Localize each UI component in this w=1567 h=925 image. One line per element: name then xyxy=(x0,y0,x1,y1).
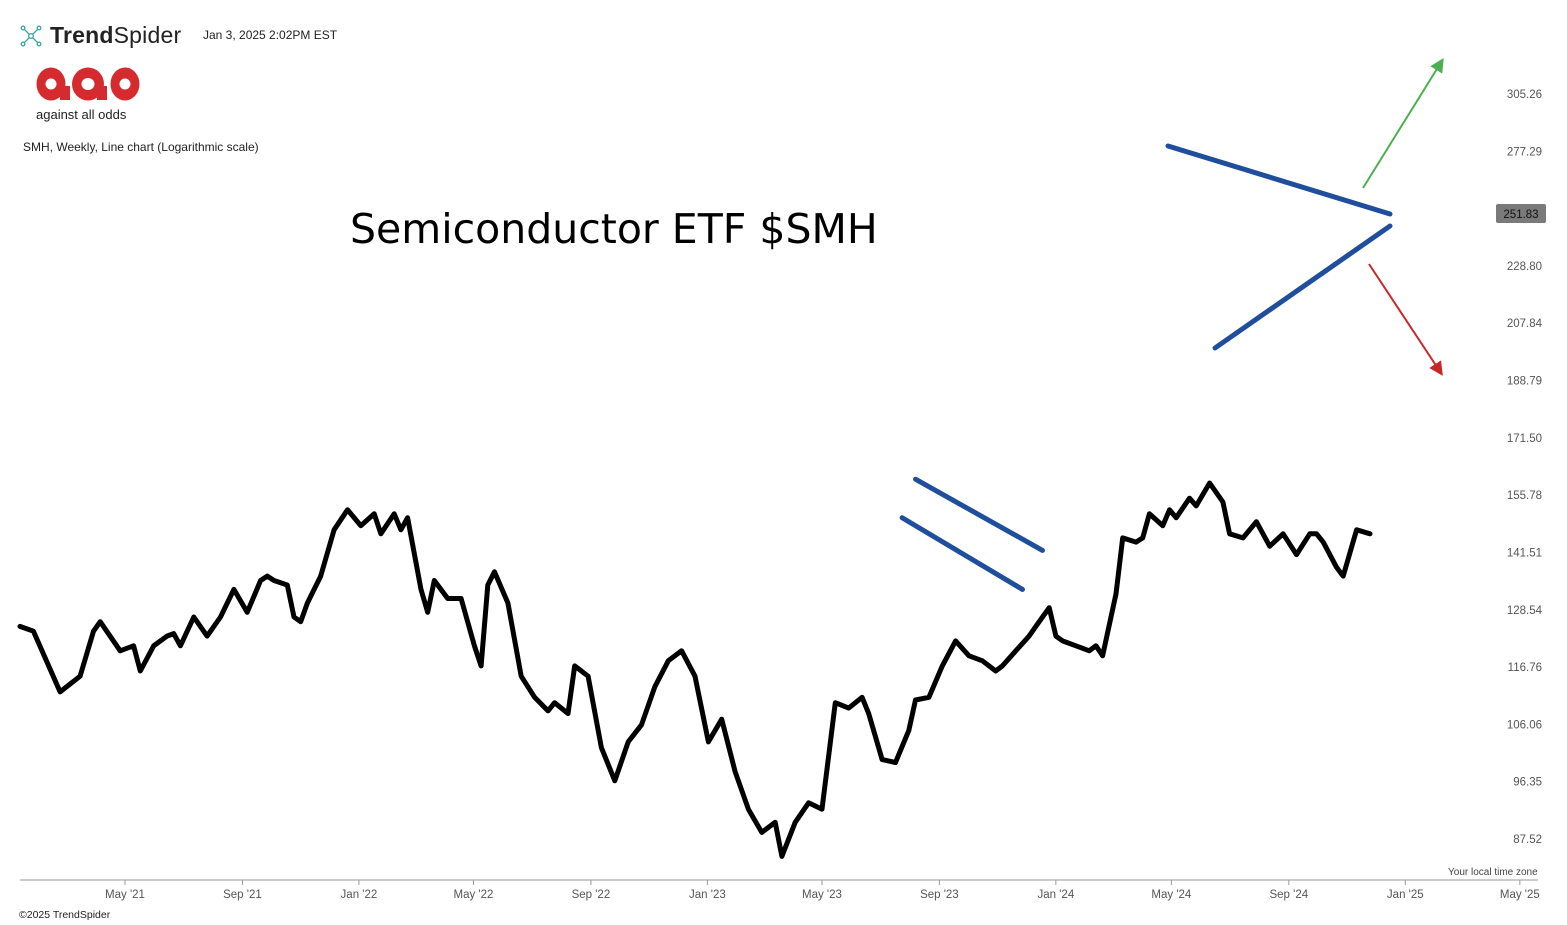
logo-text: against all odds xyxy=(36,107,127,122)
x-tick-label: Sep '22 xyxy=(572,889,611,901)
triangle-upper-trendline xyxy=(1165,143,1393,217)
y-tick-label: 116.76 xyxy=(1508,662,1542,674)
price-series-line xyxy=(17,480,1373,859)
trendspider-brand: TrendSpider xyxy=(18,22,181,49)
triangle-lower-trendline xyxy=(1212,223,1393,351)
breakdown-down-arrow xyxy=(1368,263,1443,376)
x-tick-label: Sep '23 xyxy=(920,889,959,901)
chart-title: Semiconductor ETF $SMH xyxy=(350,205,878,253)
breakout-up-arrow xyxy=(1362,58,1444,189)
x-tick-label: Sep '21 xyxy=(223,889,262,901)
copyright: ©2025 TrendSpider xyxy=(19,909,111,921)
channel-trendline-1 xyxy=(899,515,1025,592)
x-tick-label: Sep '24 xyxy=(1269,889,1308,901)
last-price-badge: 251.83 xyxy=(1496,204,1546,223)
against-all-odds-logo xyxy=(36,67,140,101)
channel-trendline-2 xyxy=(913,476,1046,553)
x-tick-label: May '22 xyxy=(454,889,494,901)
last-price-label: 251.83 xyxy=(1503,209,1538,221)
x-tick-label: Jan '23 xyxy=(689,889,726,901)
x-tick-label: Jan '25 xyxy=(1387,889,1424,901)
y-tick-label: 207.84 xyxy=(1507,318,1543,330)
brand-name: TrendSpider xyxy=(50,22,182,48)
y-tick-label: 228.80 xyxy=(1507,261,1542,273)
x-tick-label: May '25 xyxy=(1500,889,1540,901)
y-axis: 305.26 277.29 228.80 207.84 188.79 171.50 155.… xyxy=(1507,89,1543,846)
y-tick-label: 106.06 xyxy=(1507,719,1542,731)
chart-timestamp: Jan 3, 2025 2:02PM EST xyxy=(203,28,338,42)
x-tick-label: May '23 xyxy=(802,889,842,901)
y-tick-label: 155.78 xyxy=(1507,490,1542,502)
y-tick-label: 96.35 xyxy=(1513,777,1542,789)
timezone-note: Your local time zone xyxy=(1448,867,1538,878)
y-tick-label: 188.79 xyxy=(1507,376,1542,388)
trendspider-logo-icon xyxy=(20,25,42,46)
y-tick-label: 171.50 xyxy=(1507,433,1542,445)
x-tick-label: May '21 xyxy=(105,889,145,901)
y-tick-label: 141.51 xyxy=(1507,547,1542,559)
x-tick-label: Jan '22 xyxy=(341,889,378,901)
x-tick-label: Jan '24 xyxy=(1038,889,1075,901)
y-tick-label: 128.54 xyxy=(1507,605,1543,617)
y-tick-label: 305.26 xyxy=(1507,89,1542,101)
y-tick-label: 277.29 xyxy=(1507,146,1542,158)
y-tick-label: 87.52 xyxy=(1513,834,1542,846)
x-tick-label: May '24 xyxy=(1151,889,1192,901)
chart-description: SMH, Weekly, Line chart (Logarithmic sca… xyxy=(23,140,259,154)
x-axis: May '21 Sep '21 Jan '22 May '22 Sep '22 Jan '… xyxy=(105,880,1540,901)
trend-lines xyxy=(899,143,1393,592)
